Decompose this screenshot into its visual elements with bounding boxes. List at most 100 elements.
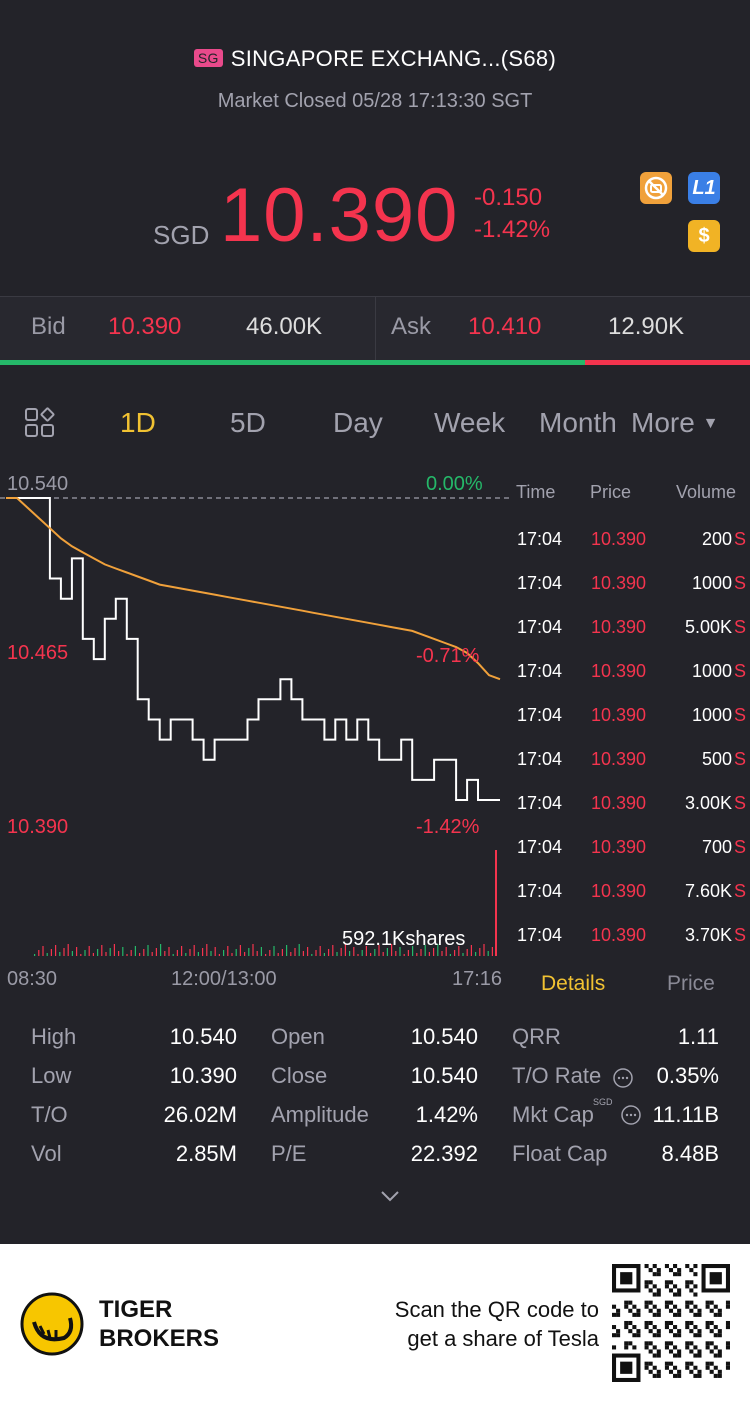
volume-bar [55, 945, 57, 956]
tab-week[interactable]: Week [434, 407, 506, 438]
qr-module [693, 1292, 698, 1297]
stat-label: QRR [512, 1024, 561, 1049]
tab-more[interactable]: More ▼ [631, 407, 718, 439]
qr-module [685, 1341, 690, 1346]
volume-bar [218, 954, 220, 956]
volume-bar [231, 953, 233, 956]
volume-bar [311, 954, 313, 956]
trade-volume: 3.00K [684, 793, 732, 813]
trade-price: 10.390 [591, 705, 647, 725]
qr-module [673, 1304, 678, 1309]
pct-label-mid: -0.71% [416, 645, 480, 667]
stock-title[interactable]: SG SINGAPORE EXCHANG...(S68) [0, 46, 750, 72]
qr-module [693, 1373, 698, 1378]
qr-module [656, 1333, 661, 1338]
promo-footer: TIGER BROKERS Scan the QR code to get a … [0, 1244, 750, 1405]
volume-bar [181, 946, 183, 956]
volume-bar [424, 945, 426, 956]
trade-price: 10.390 [591, 529, 647, 549]
qr-module [664, 1264, 669, 1269]
trade-time: 17:04 [517, 617, 563, 637]
ask-ratio-bar [585, 360, 750, 365]
volume-bar [139, 953, 141, 956]
trade-row: 17:04 10.390 7.60K S [512, 871, 750, 915]
qr-module [709, 1341, 714, 1346]
qr-module [677, 1272, 682, 1277]
qr-module [693, 1365, 698, 1370]
qr-module [685, 1320, 690, 1326]
chart-layout-icon[interactable] [24, 407, 56, 444]
volume-bar [59, 952, 61, 956]
qr-module [624, 1341, 629, 1346]
qr-module [664, 1280, 669, 1285]
no-fee-icon[interactable] [640, 172, 672, 204]
tab-details[interactable]: Details [541, 972, 606, 995]
qr-module [648, 1300, 653, 1305]
trade-row: 17:04 10.390 1000 S [512, 651, 750, 695]
bid-ask-panel[interactable]: Bid 10.390 46.00K Ask 10.410 12.90K [0, 296, 750, 361]
trade-time: 17:04 [517, 793, 563, 813]
tab-price[interactable]: Price [667, 972, 715, 995]
qr-module [693, 1325, 698, 1330]
volume-bar [193, 945, 195, 956]
trade-volume: 1000 [691, 705, 732, 725]
level1-icon[interactable]: L1 [688, 172, 720, 204]
stat-value: 22.392 [410, 1141, 478, 1166]
volume-bar [479, 948, 481, 956]
trade-row: 17:04 10.390 1000 S [512, 695, 750, 739]
qr-module [693, 1353, 698, 1358]
qr-module [644, 1264, 649, 1269]
intraday-chart[interactable] [0, 470, 510, 960]
volume-bar [495, 850, 497, 956]
qr-module [685, 1304, 690, 1309]
qr-module [725, 1361, 730, 1366]
qr-module [713, 1353, 718, 1358]
volume-bar [286, 945, 288, 956]
tab-5d[interactable]: 5D [230, 407, 266, 438]
qr-module [644, 1304, 649, 1309]
qr-module [656, 1369, 661, 1374]
tab-1d[interactable]: 1D [120, 407, 156, 438]
qr-module [677, 1308, 682, 1313]
dollar-icon[interactable]: $ [688, 220, 720, 252]
volume-bar [172, 954, 174, 956]
qr-module [725, 1341, 730, 1346]
volume-bar [491, 947, 493, 956]
qr-module [717, 1308, 722, 1313]
volume-bar [365, 946, 367, 956]
qr-module [628, 1320, 633, 1326]
qr-module [644, 1320, 649, 1326]
qr-module [677, 1288, 682, 1293]
trade-row: 17:04 10.390 500 S [512, 739, 750, 783]
volume-bar [252, 944, 254, 956]
info-icon[interactable] [620, 1104, 642, 1131]
volume-bar [407, 950, 409, 956]
volume-bar [164, 951, 166, 956]
expand-chevron-icon[interactable] [378, 1188, 402, 1209]
trade-time: 17:04 [517, 573, 563, 593]
qr-module [616, 1308, 621, 1313]
info-icon[interactable] [612, 1067, 634, 1094]
qr-module [689, 1288, 694, 1293]
y-label-mid: 10.465 [7, 642, 69, 664]
qr-module [689, 1308, 694, 1313]
qr-module [652, 1333, 657, 1338]
volume-bar [399, 947, 401, 956]
qr-module [668, 1288, 674, 1293]
mktcap-unit: SGD [593, 1097, 613, 1107]
trade-side: S [733, 661, 746, 681]
volume-bar [273, 946, 275, 956]
qr-module [697, 1353, 702, 1358]
volume-bar [319, 946, 321, 956]
volume-bar [34, 954, 36, 956]
tab-day[interactable]: Day [333, 407, 383, 438]
volume-bar [97, 949, 99, 956]
volume-bar [227, 946, 229, 956]
qr-module [648, 1369, 653, 1374]
qr-module [689, 1280, 694, 1285]
volume-bar [386, 948, 388, 956]
qr-module [632, 1312, 637, 1317]
qr-module [705, 1300, 710, 1305]
trade-price: 10.390 [591, 925, 647, 945]
tab-month[interactable]: Month [539, 407, 617, 438]
